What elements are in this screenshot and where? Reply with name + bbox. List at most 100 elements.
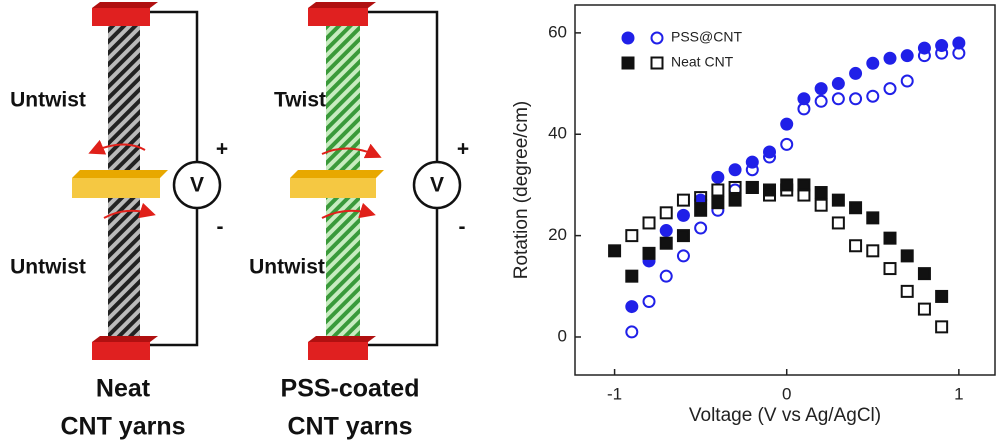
- marker: [642, 216, 656, 230]
- marker: [659, 206, 673, 220]
- marker: [952, 46, 966, 60]
- caption: CNT yarns: [287, 413, 412, 441]
- meter-label: V: [430, 174, 444, 197]
- marker: [625, 229, 639, 243]
- voltmeter: [172, 160, 222, 210]
- plus-sign: +: [216, 138, 228, 161]
- legend-marker: [621, 56, 635, 70]
- marker: [659, 236, 673, 250]
- y-tick-label: 0: [558, 326, 567, 345]
- neat-yarn-diagram: V + - Untwist Untwist Neat CNT yarns: [10, 2, 228, 441]
- marker: [935, 289, 949, 303]
- marker: [849, 239, 863, 253]
- marker: [831, 216, 845, 230]
- marker: [935, 46, 949, 60]
- marker: [814, 94, 828, 108]
- marker: [900, 74, 914, 88]
- state-label: Untwist: [249, 256, 325, 279]
- marker: [917, 267, 931, 281]
- x-tick-label: -1: [607, 384, 622, 403]
- marker: [917, 49, 931, 63]
- marker: [849, 92, 863, 106]
- marker: [694, 221, 708, 235]
- marker: [780, 183, 794, 197]
- marker: [711, 170, 725, 184]
- marker: [780, 117, 794, 131]
- marker: [745, 180, 759, 194]
- legend-marker: [650, 56, 664, 70]
- marker: [935, 320, 949, 334]
- legend-label: PSS@CNT: [671, 29, 742, 45]
- marker: [608, 244, 622, 258]
- x-tick-label: 1: [954, 384, 963, 403]
- x-tick-label: 0: [782, 384, 791, 403]
- marker: [814, 82, 828, 96]
- marker: [763, 188, 777, 202]
- marker: [866, 56, 880, 70]
- marker: [728, 193, 742, 207]
- marker: [659, 269, 673, 283]
- marker: [728, 163, 742, 177]
- marker: [745, 163, 759, 177]
- marker: [694, 191, 708, 205]
- rotation-arrow: [103, 202, 156, 219]
- marker: [849, 201, 863, 215]
- caption: PSS-coated: [281, 375, 420, 403]
- marker: [711, 183, 725, 197]
- marker: [797, 102, 811, 116]
- marker: [831, 92, 845, 106]
- marker: [866, 244, 880, 258]
- minus-sign: -: [459, 216, 466, 239]
- wire: [360, 10, 439, 347]
- marker: [676, 193, 690, 207]
- marker: [814, 186, 828, 200]
- marker: [745, 180, 759, 194]
- marker: [659, 224, 673, 238]
- marker: [676, 249, 690, 263]
- marker: [831, 193, 845, 207]
- caption: CNT yarns: [60, 413, 185, 441]
- legend-marker: [650, 31, 664, 45]
- marker: [900, 249, 914, 263]
- wire: [140, 10, 199, 347]
- marker: [883, 262, 897, 276]
- marker: [917, 302, 931, 316]
- minus-sign: -: [217, 216, 224, 239]
- legend-marker: [621, 31, 635, 45]
- plot-frame: [574, 4, 996, 376]
- marker: [780, 137, 794, 151]
- marker: [866, 211, 880, 225]
- marker: [900, 284, 914, 298]
- marker: [797, 188, 811, 202]
- marker: [642, 295, 656, 309]
- rotation-arrow: [321, 143, 382, 159]
- voltmeter: [412, 160, 462, 210]
- state-label: Twist: [274, 89, 326, 112]
- marker: [694, 203, 708, 217]
- marker: [728, 180, 742, 194]
- rotation-arrow: [321, 202, 376, 219]
- weight: [290, 178, 376, 198]
- weight: [72, 178, 160, 198]
- rotation-arrow: [88, 139, 146, 155]
- marker: [883, 231, 897, 245]
- clamp: [92, 342, 150, 360]
- y-tick-label: 20: [548, 225, 567, 244]
- marker: [866, 89, 880, 103]
- marker: [625, 325, 639, 339]
- marker: [883, 82, 897, 96]
- marker: [676, 229, 690, 243]
- x-axis-label: Voltage (V vs Ag/AgCl): [689, 405, 881, 426]
- marker: [763, 150, 777, 164]
- clamp: [308, 8, 368, 26]
- marker: [642, 246, 656, 260]
- marker: [900, 49, 914, 63]
- y-tick-label: 60: [548, 22, 567, 41]
- state-label: Untwist: [10, 256, 86, 279]
- marker: [711, 196, 725, 210]
- y-axis-label: Rotation (degree/cm): [511, 101, 532, 279]
- marker: [849, 66, 863, 80]
- legend-label: Neat CNT: [671, 54, 734, 70]
- y-tick-label: 40: [548, 124, 567, 143]
